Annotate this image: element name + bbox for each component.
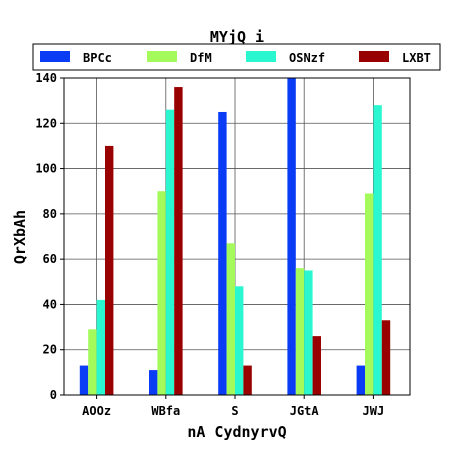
bar-LXBT-AOOz [105,145,114,395]
y-axis: 0 20 40 60 80 100 120 140 [35,71,64,402]
bar-DfM-AOOz [88,329,97,395]
legend-swatch-LXBT [359,51,389,62]
bar-OSNzf-AOOz [96,299,105,395]
legend-swatch-BPCc [40,51,70,62]
bar-BPCc-S [218,111,227,395]
x-tick-label: AOOz [82,404,111,418]
x-axis-label: nA CydnyrvQ [187,423,286,441]
plot-frame [63,77,411,396]
bar-BPCc-JGtA [287,78,296,395]
bar-LXBT-S [243,365,252,395]
y-tick-label: 140 [35,71,57,85]
legend-label-OSNzf: OSNzf [289,51,325,65]
legend-label-LXBT: LXBT [402,51,431,65]
legend-swatch-DfM [147,51,177,62]
chart-title: MYjQ i [210,28,264,46]
bar-LXBT-JWJ [381,320,391,395]
x-tick-label: WBfa [151,404,180,418]
legend: BPCc DfM OSNzf LXBT [32,43,441,71]
legend-swatch-OSNzf [246,51,276,62]
bar-DfM-S [226,243,235,395]
legend-label-BPCc: BPCc [83,51,112,65]
bar-DfM-JGtA [295,268,305,395]
bar-BPCc-AOOz [79,365,89,395]
bars [79,78,391,396]
y-axis-label: QrXbAh [11,210,29,264]
bar-DfM-WBfa [157,191,166,395]
x-tick-label: JGtA [290,404,320,418]
x-tick-label: S [231,404,238,418]
y-tick-label: 40 [43,297,57,311]
bar-DfM-JWJ [365,193,374,395]
y-tick-label: 0 [50,388,57,402]
bar-LXBT-WBfa [174,87,183,396]
bar-OSNzf-WBfa [165,109,175,395]
x-axis: AOOz WBfa S JGtA JWJ [82,395,384,418]
y-tick-label: 100 [35,162,57,176]
y-tick-label: 80 [43,207,57,221]
bar-LXBT-JGtA [312,336,321,395]
bar-OSNzf-JWJ [373,105,382,396]
bar-OSNzf-JGtA [304,270,313,395]
y-tick-label: 20 [43,343,57,357]
legend-label-DfM: DfM [190,51,212,65]
x-tick-label: JWJ [363,404,385,418]
bar-OSNzf-S [235,286,244,395]
bar-BPCc-WBfa [149,370,158,395]
y-tick-label: 120 [35,116,57,130]
y-tick-label: 60 [43,252,57,266]
bar-BPCc-JWJ [356,365,365,395]
